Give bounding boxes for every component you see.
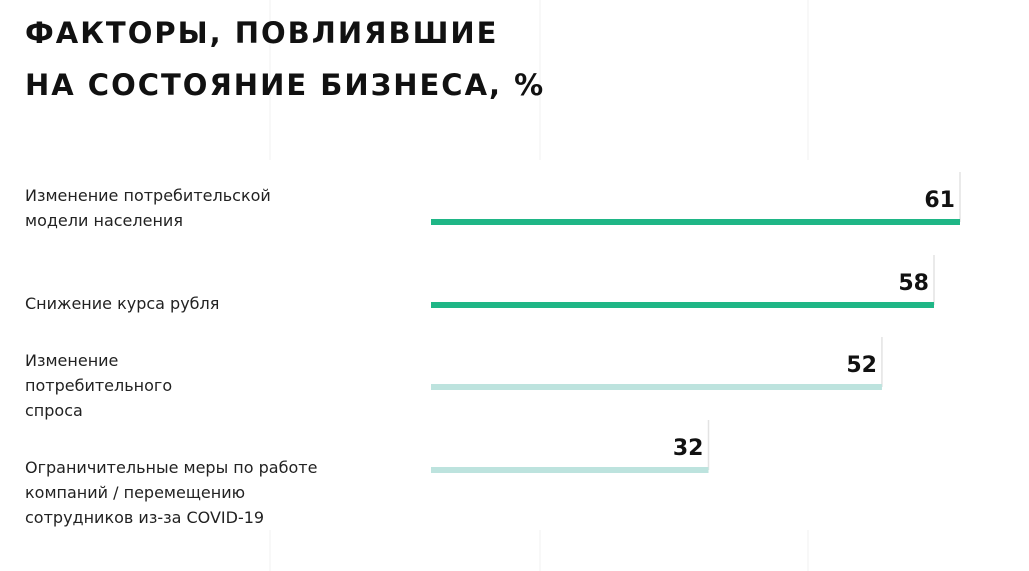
bar xyxy=(431,302,934,308)
category-label: Изменение потребительской модели населен… xyxy=(25,186,271,230)
category-label: Ограничительные меры по работе компаний … xyxy=(25,458,318,527)
chart-title: НА СОСТОЯНИЕ БИЗНЕСА, % xyxy=(25,68,546,102)
category-label: Изменение потребительного спроса xyxy=(25,351,173,420)
bar xyxy=(431,467,709,473)
value-label: 32 xyxy=(673,436,704,461)
value-label: 61 xyxy=(924,188,955,213)
value-label: 52 xyxy=(846,353,877,378)
bar xyxy=(431,219,960,225)
chart-title: ФАКТОРЫ, ПОВЛИЯВШИЕ xyxy=(25,16,499,50)
value-label: 58 xyxy=(898,271,929,296)
category-label: Снижение курса рубля xyxy=(25,294,220,313)
bar xyxy=(431,384,882,390)
